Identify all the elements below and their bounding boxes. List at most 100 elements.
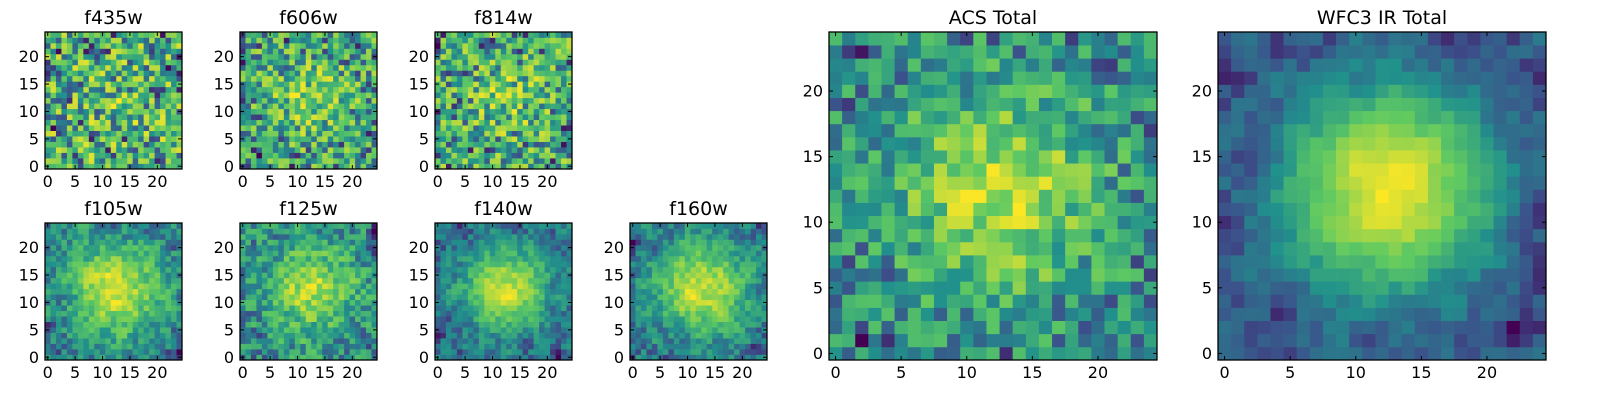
heatmap-cell [734, 272, 740, 279]
heatmap-cell [717, 310, 724, 317]
heatmap-cell [154, 288, 161, 295]
heatmap-cell [316, 261, 323, 268]
heatmap-cell [83, 86, 90, 93]
heatmap-cell [121, 92, 128, 99]
heatmap-cell [467, 97, 474, 104]
x-tick-label: 15 [705, 363, 725, 382]
heatmap-cell [300, 228, 307, 235]
y-tick-label: 0 [419, 348, 429, 367]
heatmap-cell [561, 163, 567, 170]
heatmap-cell [283, 250, 290, 257]
heatmap-cell [657, 244, 664, 251]
heatmap-cell [467, 299, 474, 306]
heatmap-cell [300, 141, 307, 148]
heatmap-cell [88, 32, 95, 38]
heatmap-cell [500, 32, 507, 38]
heatmap-cell [149, 277, 155, 284]
heatmap-cell [495, 261, 502, 268]
heatmap-cell [77, 299, 84, 306]
heatmap-cell [143, 42, 150, 49]
heatmap-cell [478, 81, 485, 88]
heatmap-cell [171, 103, 177, 110]
heatmap-cell [467, 108, 474, 115]
heatmap-cell [61, 152, 68, 159]
heatmap-cell [311, 305, 318, 312]
heatmap-cell [986, 189, 1000, 203]
heatmap-cell [550, 327, 556, 333]
heatmap-cell [283, 42, 290, 49]
heatmap-cell [451, 294, 458, 301]
heatmap-cell [261, 70, 268, 77]
heatmap-cell [679, 233, 686, 240]
heatmap-cell [300, 299, 307, 306]
x-tick-label: 10 [287, 363, 307, 382]
heatmap-cell [165, 97, 172, 104]
heatmap-cell [61, 119, 68, 126]
heatmap-cell [355, 294, 361, 301]
heatmap-cell [45, 255, 51, 262]
heatmap-cell [484, 141, 491, 148]
heatmap-cell [445, 125, 452, 131]
heatmap-cell [349, 349, 356, 355]
heatmap-cell [1025, 176, 1040, 190]
heatmap-cell [116, 53, 123, 60]
heatmap-cell [1078, 176, 1092, 190]
heatmap-cell [138, 103, 144, 110]
heatmap-cell [311, 288, 318, 295]
heatmap-cell [132, 244, 139, 251]
heatmap-cell [105, 338, 112, 344]
heatmap-cell [261, 332, 268, 339]
heatmap-cell [94, 349, 101, 355]
heatmap-cell [489, 53, 496, 60]
heatmap-cell [110, 141, 117, 148]
heatmap-cell [734, 261, 740, 268]
heatmap-cell [289, 343, 296, 350]
heatmap-cell [61, 233, 68, 240]
heatmap-cell [261, 233, 268, 240]
heatmap-cell [440, 338, 447, 344]
heatmap-cell [132, 250, 139, 257]
heatmap-cell [473, 64, 480, 71]
heatmap-cell [240, 64, 246, 71]
heatmap-cell [550, 103, 556, 110]
heatmap-cell [294, 255, 301, 262]
heatmap-cell [528, 103, 534, 110]
heatmap-cell [171, 32, 177, 38]
heatmap-cell [294, 158, 301, 164]
heatmap-cell [256, 125, 263, 131]
heatmap-cell [338, 327, 345, 333]
heatmap-cell [116, 250, 123, 257]
heatmap-cell [640, 294, 647, 301]
heatmap-cell [77, 114, 84, 121]
heatmap-cell [684, 294, 691, 301]
heatmap-cell [366, 97, 372, 104]
heatmap-cell [105, 70, 112, 77]
heatmap-cell [171, 316, 177, 322]
heatmap-cell [1117, 294, 1132, 308]
heatmap-cell [1038, 255, 1053, 269]
heatmap-cell [165, 136, 172, 142]
heatmap-cell [300, 343, 307, 350]
heatmap-cell [528, 244, 534, 251]
heatmap-cell [484, 354, 491, 361]
heatmap-cell [61, 272, 68, 279]
heatmap-cell [149, 244, 155, 251]
heatmap-cell [1130, 346, 1145, 361]
heatmap-cell [366, 310, 372, 317]
heatmap-cell [517, 343, 524, 350]
heatmap-cell [99, 103, 106, 110]
heatmap-cell [355, 75, 361, 82]
heatmap-cell [907, 189, 922, 203]
heatmap-cell [143, 103, 150, 110]
heatmap-cell [894, 320, 909, 335]
heatmap-cell [489, 299, 496, 306]
heatmap-cell [45, 283, 51, 290]
heatmap-cell [355, 261, 361, 268]
heatmap-cell [240, 48, 246, 55]
heatmap-cell [88, 81, 95, 88]
heatmap-cell [728, 288, 735, 295]
heatmap-cell [105, 75, 112, 82]
heatmap-cell [561, 239, 567, 246]
heatmap-cell [522, 92, 529, 99]
heatmap-cell [245, 343, 252, 350]
